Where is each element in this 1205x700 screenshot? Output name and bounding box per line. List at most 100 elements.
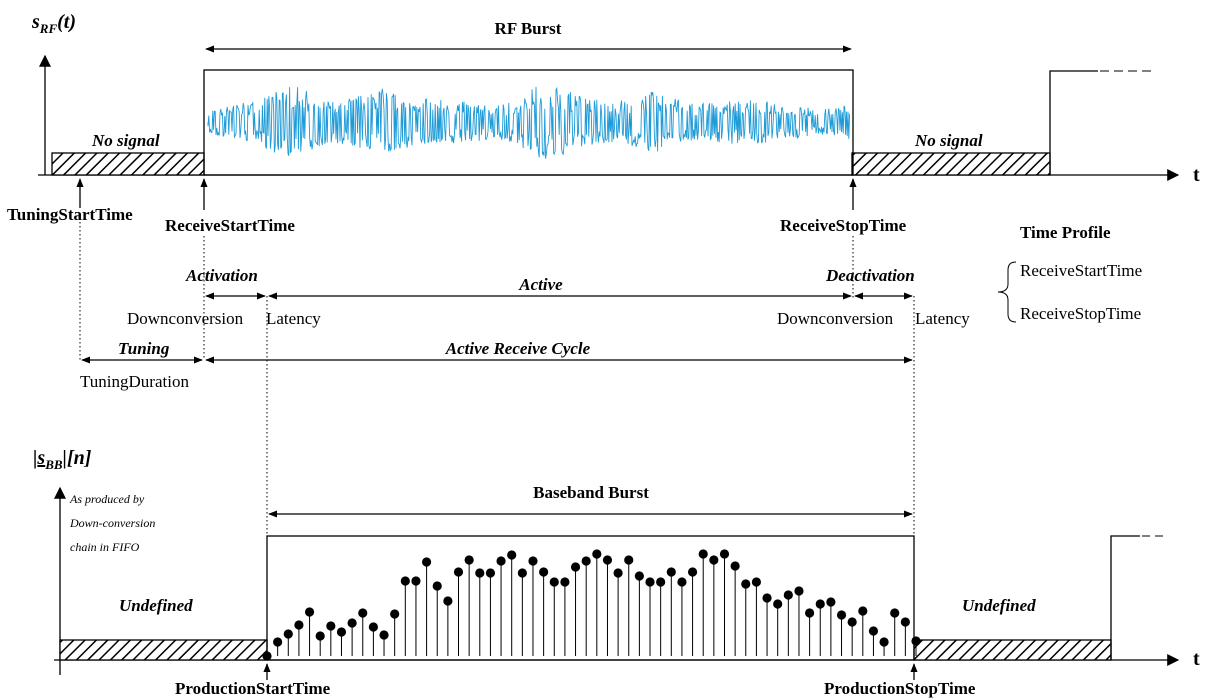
sample-dot [634, 571, 644, 581]
sample-dot [560, 577, 570, 587]
sample-dot [858, 606, 868, 616]
sample-dot [539, 567, 549, 577]
sample-dot [517, 568, 527, 578]
sample-dot [528, 556, 538, 566]
rf-y-label: sRF(t) [31, 11, 76, 36]
no-signal-bar-left [51, 152, 205, 176]
rf-t-label: t [1193, 164, 1200, 186]
sample-dot [730, 561, 740, 571]
sample-dot [826, 597, 836, 607]
baseband-samples [262, 549, 921, 661]
bb-note-line-3: chain in FIFO [70, 540, 140, 554]
sample-dot [570, 562, 581, 572]
sample-dot [294, 620, 304, 630]
sample-dot [762, 593, 772, 603]
sample-dot [304, 607, 315, 617]
sample-dot [549, 577, 559, 587]
sample-dot [847, 617, 857, 627]
next-burst-step [1049, 70, 1098, 175]
active-receive-cycle-label: Active Receive Cycle [445, 339, 591, 358]
bb-t-label: t [1193, 648, 1200, 670]
tuning-duration-label: TuningDuration [80, 372, 189, 391]
time-profile-stop: ReceiveStopTime [1020, 304, 1141, 323]
sample-dot [475, 568, 485, 578]
baseband-section: |sBB|[n] t As produced by Down-conversio… [33, 447, 1200, 698]
sample-dot [911, 636, 921, 646]
active-label: Active [518, 275, 563, 294]
sample-dot [890, 608, 900, 618]
sample-dot [262, 651, 272, 661]
downconversion-right-label: Downconversion [777, 309, 894, 328]
receive-start-time-label: ReceiveStartTime [165, 216, 295, 235]
sample-dot [656, 577, 666, 587]
sample-dot [326, 621, 336, 631]
sample-dot [815, 599, 825, 609]
sample-dot [273, 637, 283, 647]
sample-dot [773, 599, 783, 609]
time-profile-start: ReceiveStartTime [1020, 261, 1142, 280]
sample-dot [709, 555, 719, 565]
undefined-bar-right [913, 639, 1112, 661]
no-signal-label-right: No signal [914, 131, 983, 150]
sample-dot [411, 576, 421, 586]
sample-dot [666, 567, 676, 577]
sample-dot [283, 629, 293, 639]
sample-dot [347, 618, 357, 628]
bb-y-label: |sBB|[n] [33, 447, 92, 472]
sample-dot [868, 626, 879, 636]
sample-dot [336, 627, 347, 637]
next-baseband-step [1110, 535, 1140, 660]
sample-dot [687, 567, 698, 577]
sample-dot [432, 581, 442, 591]
sample-dot [900, 617, 910, 627]
time-profile-legend: Time Profile ReceiveStartTime ReceiveSto… [997, 223, 1142, 323]
undefined-bar-left [59, 639, 268, 661]
deactivation-label: Deactivation [825, 266, 915, 285]
sample-dot [836, 610, 847, 620]
production-stop-time-label: ProductionStopTime [824, 679, 976, 698]
sample-dot [602, 555, 613, 565]
undefined-label-left: Undefined [119, 596, 193, 615]
sample-dot [464, 555, 474, 565]
sample-dot [751, 577, 762, 587]
sample-dot [805, 608, 815, 618]
tuning-start-time-label: TuningStartTime [7, 205, 133, 224]
activation-label: Activation [185, 266, 258, 285]
no-signal-label-left: No signal [91, 131, 160, 150]
production-start-time-label: ProductionStartTime [175, 679, 331, 698]
downconversion-left-label: Downconversion [127, 309, 244, 328]
sample-dot [368, 622, 378, 632]
sample-dot [400, 576, 410, 586]
baseband-burst-label: Baseband Burst [533, 483, 649, 502]
sample-dot [507, 550, 517, 560]
baseband-burst-box [266, 535, 915, 661]
sample-dot [379, 630, 389, 640]
sample-dot [719, 549, 730, 559]
rf-burst-label: RF Burst [495, 19, 562, 38]
sample-dot [453, 567, 464, 577]
sample-dot [581, 556, 591, 566]
rf-section: sRF(t) t No signal No signal RF Burst Tu… [7, 11, 1200, 235]
sample-dot [315, 631, 325, 641]
rf-signal-waveform [207, 86, 851, 159]
sample-dot [496, 556, 506, 566]
no-signal-bar-right [851, 152, 1051, 176]
sample-dot [613, 568, 623, 578]
sample-dot [783, 590, 793, 600]
latency-left-label: Latency [266, 309, 321, 328]
sample-dot [794, 586, 804, 596]
time-profile-title: Time Profile [1020, 223, 1111, 242]
sample-dot [443, 596, 453, 606]
sample-dot [645, 577, 655, 587]
sample-dot [358, 608, 368, 618]
phases-section: Activation Active Deactivation Downconve… [79, 222, 970, 655]
bb-note-line-2: Down-conversion [69, 516, 155, 530]
sample-dot [390, 609, 400, 619]
latency-right-label: Latency [915, 309, 970, 328]
rf-burst-box [203, 69, 854, 176]
sample-dot [677, 577, 687, 587]
sample-dot [592, 549, 602, 559]
sample-dot [698, 549, 708, 559]
